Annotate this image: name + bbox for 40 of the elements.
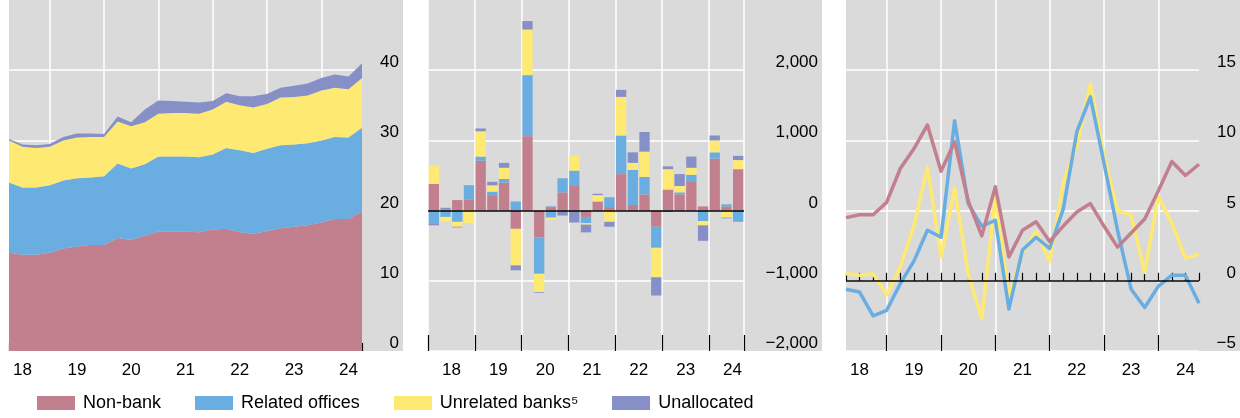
x-tick-label: 24 [1175, 360, 1195, 379]
x-tick-label: 21 [1013, 360, 1032, 379]
x-tick-label: 23 [284, 360, 304, 379]
x-tick-label: 18 [13, 360, 33, 379]
y-tick-label: 0 [389, 333, 399, 352]
y-tick-label: 2,000 [775, 52, 818, 72]
y-tick-label: 20 [380, 192, 399, 212]
y-tick-label: 15 [1217, 52, 1236, 72]
legend-label: Unrelated banks⁵ [439, 392, 579, 413]
y-tick-label: 30 [380, 122, 399, 142]
x-tick-label: 20 [535, 360, 555, 379]
x-tick-label: 20 [958, 360, 978, 379]
legend-label: Unallocated [658, 392, 754, 413]
legend-label: Non-bank [83, 392, 162, 413]
y-tick-label: 5 [1226, 192, 1236, 212]
x-tick-label: 22 [1067, 360, 1087, 379]
x-tick-label: 24 [722, 360, 742, 379]
x-tick-label: 19 [904, 360, 924, 379]
x-tick-label: 21 [582, 360, 602, 379]
y-tick-label: 10 [1217, 122, 1236, 142]
x-tick-label: 21 [176, 360, 195, 379]
x-tick-label: 18 [442, 360, 462, 379]
legend-label: Related offices [241, 392, 360, 413]
x-tick-label: 23 [676, 360, 696, 379]
y-tick-label: 10 [380, 262, 399, 282]
x-tick-label: 22 [230, 360, 250, 379]
x-tick-label: 22 [629, 360, 649, 379]
y-tick-label: −2,000 [765, 333, 818, 352]
y-tick-label: 40 [380, 52, 399, 72]
y-tick-label: −5 [1216, 333, 1236, 352]
y-tick-label: 0 [808, 192, 818, 212]
x-tick-label: 19 [488, 360, 508, 379]
x-tick-label: 19 [67, 360, 87, 379]
x-tick-label: 24 [338, 360, 358, 379]
y-tick-label: 0 [1226, 262, 1236, 282]
x-tick-label: 20 [121, 360, 141, 379]
y-tick-label: −1,000 [765, 262, 818, 282]
x-tick-label: 23 [1121, 360, 1141, 379]
x-tick-label: 18 [850, 360, 870, 379]
y-tick-label: 1,000 [775, 122, 818, 142]
